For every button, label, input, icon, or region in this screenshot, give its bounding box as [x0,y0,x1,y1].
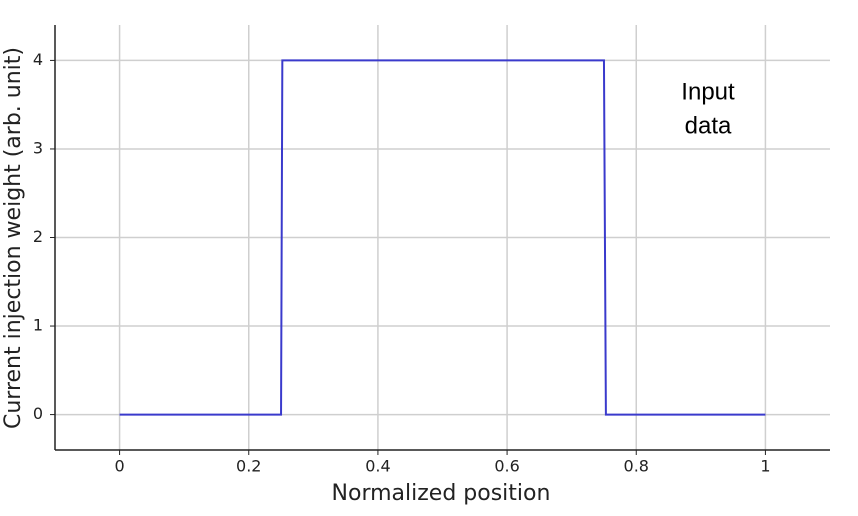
x-tick-label: 0.2 [236,457,261,476]
annotation: data [685,112,732,139]
x-tick-label: 0 [114,457,124,476]
x-tick-label: 1 [760,457,770,476]
y-axis-label: Current injection weight (arb. unit) [1,47,26,429]
y-tick-label: 0 [33,404,43,423]
x-axis-label: Normalized position [332,481,551,506]
y-tick-label: 2 [33,227,43,246]
x-tick-label: 0.6 [494,457,519,476]
line-series [119,59,766,416]
x-tick-label: 0.4 [365,457,390,476]
y-tick-label: 1 [33,316,43,335]
x-tick-label: 0.8 [624,457,649,476]
y-tick-label: 4 [33,50,43,69]
y-tick-label: 3 [33,138,43,157]
annotation: Input [681,78,735,105]
